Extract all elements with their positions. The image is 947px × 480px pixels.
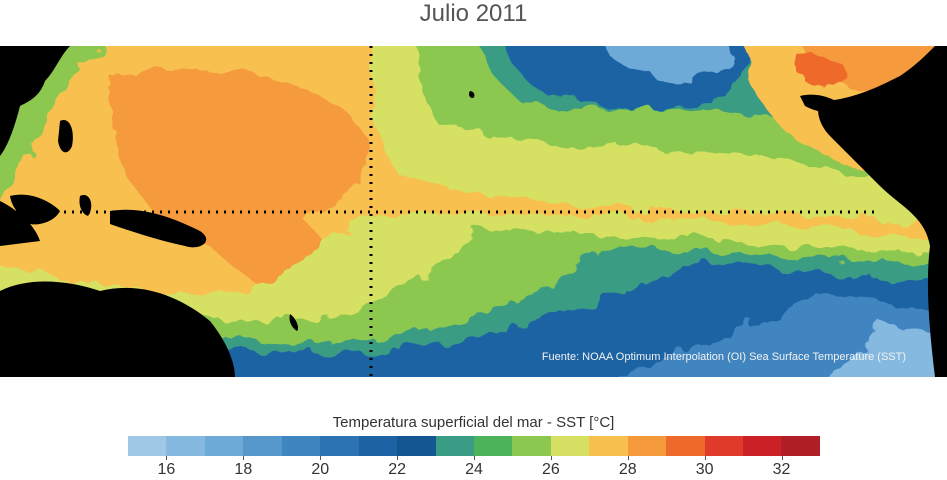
- colorbar-tick-label: 24: [465, 461, 483, 478]
- colorbar-tick-mark: [627, 456, 629, 460]
- colorbar-swatch: [320, 436, 359, 456]
- colorbar-swatch: [743, 436, 782, 456]
- colorbar-tick-label: 16: [157, 461, 176, 478]
- colorbar-swatch: [704, 436, 743, 456]
- colorbar-swatch: [358, 436, 398, 456]
- map-title: Julio 2011: [419, 0, 528, 27]
- caribbean-hot-spot: [800, 54, 846, 87]
- colorbar-ticks: 16 18 20 22 24 26 28 30 32: [128, 456, 820, 480]
- land-sumatra: [0, 201, 40, 246]
- colorbar-tick-label: 22: [388, 461, 406, 478]
- colorbar-tick-mark: [781, 456, 783, 460]
- colorbar-swatch: [550, 436, 590, 456]
- colorbar-tick-label: 20: [311, 461, 330, 478]
- colorbar-swatch: [473, 436, 513, 456]
- colorbar-tick-mark: [704, 456, 706, 460]
- colorbar-swatch: [627, 436, 667, 456]
- colorbar-swatch: [281, 436, 321, 456]
- colorbar-tick-label: 32: [772, 461, 791, 478]
- coldest-band-north: [606, 46, 731, 81]
- colorbar: [128, 436, 820, 456]
- coldest-band-southeast: [832, 321, 947, 377]
- colorbar-tick-label: 26: [541, 461, 560, 478]
- colorbar-tick-label: 28: [618, 461, 637, 478]
- land-cuba: [800, 94, 850, 114]
- colorbar-swatch: [204, 436, 244, 456]
- colorbar-swatch: [397, 436, 436, 456]
- colorbar-swatch: [781, 436, 820, 456]
- colorbar-tick-mark: [243, 456, 245, 460]
- colorbar-tick-mark: [474, 456, 475, 460]
- land-hawaii: [469, 91, 475, 98]
- sst-map: Fuente: NOAA Optimum Interpolation (OI) …: [0, 46, 947, 377]
- colorbar-swatch: [166, 436, 205, 456]
- colorbar-tick-mark: [397, 456, 399, 460]
- colorbar-title: Temperatura superficial del mar - SST [°…: [332, 414, 615, 431]
- source-note: Fuente: NOAA Optimum Interpolation (OI) …: [542, 351, 906, 363]
- land-philippines: [58, 120, 73, 153]
- land-masses: [0, 46, 947, 377]
- colorbar-tick-mark: [320, 456, 322, 460]
- hot-core-band: [110, 67, 368, 298]
- colorbar-swatch: [128, 436, 167, 456]
- land-new-guinea: [110, 209, 207, 248]
- colorbar-swatch: [666, 436, 705, 456]
- land-asia: [0, 46, 70, 156]
- colorbar-tick-mark: [166, 456, 168, 460]
- colorbar-swatch: [512, 436, 551, 456]
- colorbar-swatch: [589, 436, 628, 456]
- colorbar-tick-label: 30: [695, 461, 714, 478]
- land-americas: [818, 46, 947, 377]
- sst-field: Fuente: NOAA Optimum Interpolation (OI) …: [0, 46, 947, 377]
- colorbar-swatch: [243, 436, 282, 456]
- colorbar-tick-label: 18: [234, 461, 253, 478]
- colorbar-swatch: [435, 436, 474, 456]
- land-australia: [0, 281, 235, 377]
- land-new-caledonia: [289, 314, 299, 331]
- colorbar-tick-mark: [550, 456, 552, 460]
